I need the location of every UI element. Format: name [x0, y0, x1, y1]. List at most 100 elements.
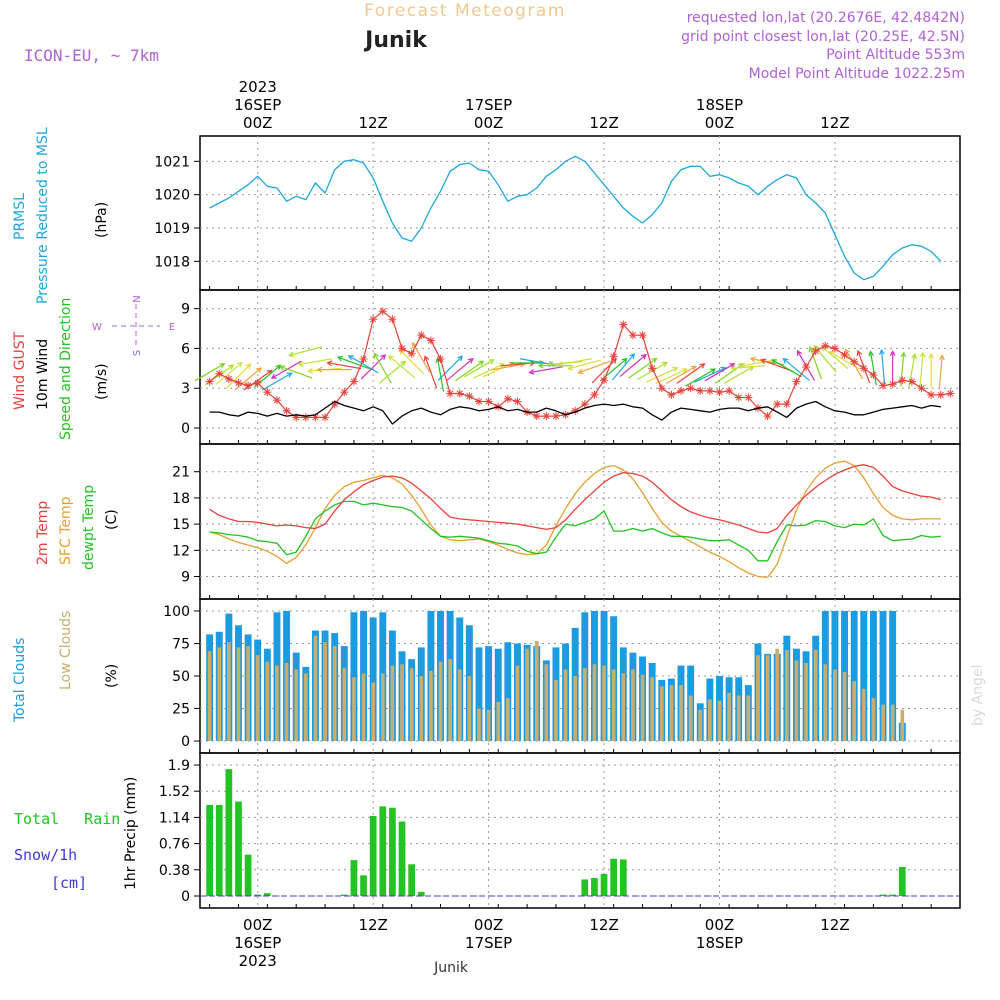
low-cloud-bar	[852, 681, 857, 741]
wind-arrow-shaft	[558, 358, 593, 366]
low-cloud-bar	[332, 646, 337, 741]
low-cloud-bar	[727, 692, 731, 741]
wind-arrow-shaft	[685, 368, 716, 387]
temperature-panel: 9 12 15 18 21	[172, 443, 961, 600]
wind-arrow-head	[740, 362, 747, 369]
low-cloud-bar	[227, 642, 231, 741]
low-cloud-bar	[698, 709, 703, 741]
gust-marker	[744, 393, 753, 402]
low-cloud-bar	[679, 685, 683, 741]
gust-marker-d2	[677, 387, 685, 395]
bottom-time-label: 12Z	[820, 916, 849, 934]
wind-arrow-shaft	[771, 359, 802, 378]
wind-arrow-shaft	[455, 360, 484, 382]
gust-marker	[455, 389, 464, 398]
gust-marker-d2	[514, 398, 521, 405]
rain-bar	[389, 807, 396, 896]
wind-arrow-shaft	[611, 353, 635, 381]
gust-marker	[677, 386, 686, 395]
gust-marker	[667, 390, 676, 399]
gust-marker	[282, 406, 291, 415]
low-cloud-bar	[313, 635, 318, 741]
wind-arrow-shaft	[665, 365, 697, 384]
bottom-time-label: 16SEP	[234, 934, 281, 952]
gust-marker	[426, 336, 435, 345]
precipitation-ytick-label: 1.14	[159, 810, 190, 826]
low-cloud-bar	[573, 676, 578, 741]
point-altitude: Point Altitude 553m	[826, 47, 965, 63]
low-cloud-bar	[736, 695, 741, 741]
gust-marker	[349, 377, 358, 386]
total-cloud-bar	[350, 612, 358, 741]
gust-marker	[811, 347, 820, 356]
rain-bar	[619, 859, 627, 896]
pressure-ytick-label: 1021	[154, 154, 190, 170]
precipitation-ytick-label: 0.76	[159, 837, 190, 853]
gust-marker-d2	[802, 363, 810, 371]
low-cloud-bar	[294, 669, 299, 741]
wind-arrow-shaft	[437, 355, 463, 381]
gust-marker-d2	[235, 379, 242, 387]
gust-marker-d2	[216, 370, 223, 377]
rain-bar	[879, 894, 887, 896]
low-cloud-bar	[813, 650, 818, 741]
low-cloud-bar	[659, 686, 664, 741]
bottom-time-label: 00Z	[243, 916, 272, 934]
wind-arrow-head	[270, 373, 277, 379]
temp2m-label: 2m Temp	[35, 501, 51, 565]
wind-arrow-head	[398, 348, 405, 355]
wind-arrow-shaft	[714, 363, 744, 384]
prmsl-description: Pressure Reduced to MSL	[35, 127, 51, 304]
wind-arrow-shaft	[337, 356, 371, 370]
wind-arrow-shaft	[655, 368, 688, 385]
wind-arrow-shaft	[731, 364, 766, 370]
wind-arrow-head	[347, 355, 354, 361]
rain-bar	[600, 873, 608, 896]
top-time-label: 16SEP	[234, 96, 281, 114]
wind-arrow-head	[749, 356, 756, 363]
low-cloud-bar	[303, 673, 308, 741]
rain-bar	[581, 879, 589, 896]
gust-marker	[686, 384, 695, 393]
low-cloud-bar	[448, 659, 452, 741]
wind-arrow-head	[928, 352, 935, 359]
gust-marker	[215, 369, 224, 378]
wind-arrow-shaft	[529, 366, 564, 374]
temperature-ytick-label: 18	[172, 491, 190, 507]
wind-arrow-head	[699, 363, 706, 369]
rain-bar	[340, 894, 348, 896]
gust-marker-d2	[543, 412, 550, 420]
gust-marker-d2	[408, 350, 415, 357]
temperature-ytick-label: 15	[172, 517, 190, 533]
low-cloud-bar	[669, 685, 674, 741]
wind-arrow-head	[681, 368, 688, 374]
wind-arrow-head	[730, 365, 737, 372]
gust-marker-d2	[312, 414, 319, 421]
gust-label: Wind GUST	[12, 331, 28, 410]
wind-arrow-shaft	[741, 359, 775, 367]
gust-marker	[936, 390, 945, 399]
wind-arrow-head	[400, 360, 407, 367]
gust-marker	[340, 388, 349, 397]
low-cloud-bar	[246, 646, 250, 741]
gust-marker-d2	[360, 355, 367, 363]
gust-marker	[580, 400, 589, 409]
wind-arrow-shaft	[809, 346, 823, 380]
rain-bar	[350, 860, 358, 896]
precipitation-ytick-label: 1.9	[168, 758, 190, 774]
low-cloud-bar	[419, 676, 424, 741]
total-cloud-bar	[889, 611, 897, 741]
wind-arrow-head	[297, 361, 304, 367]
rain-bar	[417, 891, 425, 896]
low-cloud-bar	[506, 698, 510, 741]
footer-location: Junik	[433, 960, 469, 976]
wind-arrow-shaft	[628, 358, 657, 379]
wind-arrow-head	[457, 355, 464, 362]
low-cloud-bar	[525, 648, 529, 741]
gust-marker	[696, 386, 705, 395]
gust-marker-d2	[648, 365, 656, 372]
gust-marker	[205, 377, 214, 386]
gust-marker-d2	[504, 395, 512, 402]
gust-marker	[763, 412, 772, 421]
wind-arrow-shaft	[280, 365, 313, 379]
